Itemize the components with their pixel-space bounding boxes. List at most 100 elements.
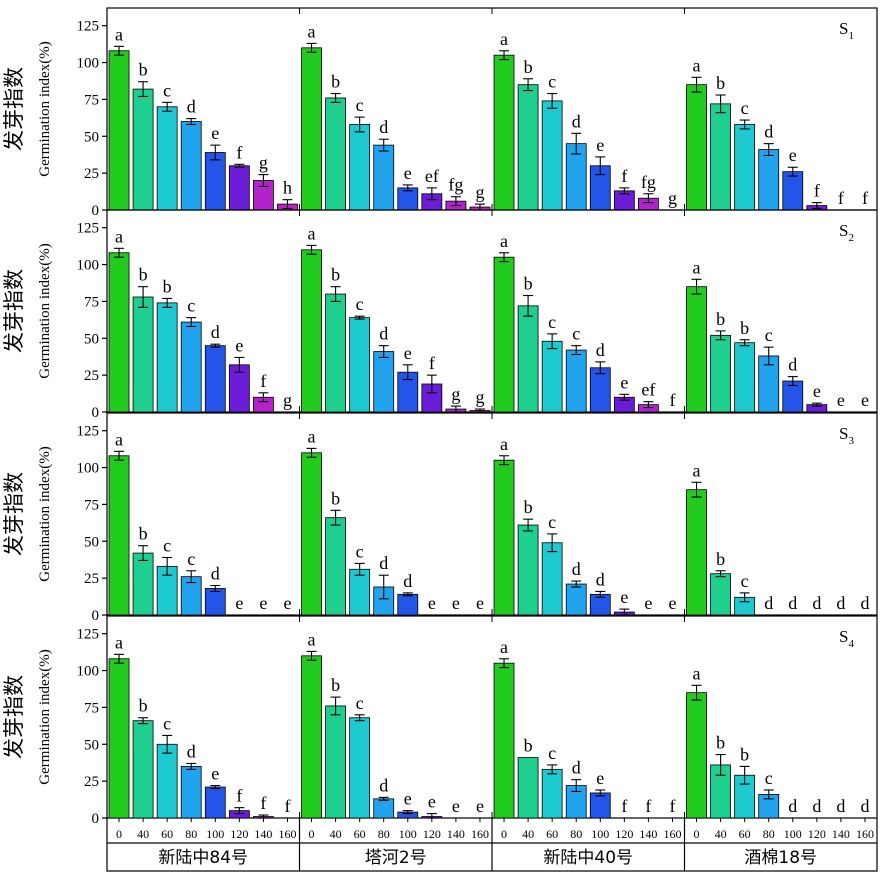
significance-letter: a: [500, 637, 508, 657]
bar-s1-1-80: [180, 121, 202, 211]
significance-letter: e: [452, 796, 460, 816]
x-tick-label: 80: [378, 827, 390, 841]
significance-letter: f: [814, 181, 820, 201]
significance-letter: c: [572, 324, 580, 344]
significance-letter: d: [379, 553, 388, 573]
significance-letter: b: [331, 72, 340, 92]
panel-label: S4: [839, 627, 854, 650]
significance-letter: e: [476, 593, 484, 613]
x-tick-label: 60: [161, 827, 173, 841]
y-tick-label: 0: [92, 203, 100, 219]
significance-letter: d: [596, 569, 605, 589]
y-tick-label: 125: [77, 424, 100, 440]
significance-letter: b: [163, 276, 172, 296]
y-tick-label: 100: [77, 461, 100, 477]
x-tick-label: 60: [354, 827, 366, 841]
bar-s3-2-40: [325, 517, 346, 616]
significance-letter: f: [621, 796, 627, 816]
significance-letter: e: [596, 768, 604, 788]
bar-s1-4-60: [734, 124, 756, 211]
y-axis-title-cn: 发芽指数: [2, 269, 26, 353]
bar-s2-1-0: [108, 252, 130, 413]
significance-letter: e: [620, 372, 628, 392]
bar-s4-1-0: [108, 658, 130, 819]
significance-letter: c: [548, 512, 556, 532]
significance-letter: e: [644, 593, 652, 613]
bar-s2-3-40: [517, 305, 539, 413]
significance-letter: g: [451, 384, 460, 404]
significance-letter: e: [283, 593, 291, 613]
significance-letter: a: [693, 257, 701, 277]
bar-s2-4-0: [686, 286, 707, 413]
significance-letter: d: [812, 593, 821, 613]
significance-letter: c: [765, 325, 773, 345]
bar-s4-2-60: [349, 717, 371, 819]
significance-letter: c: [163, 80, 171, 100]
significance-letter: fg: [641, 172, 656, 192]
x-tick-label: 40: [522, 827, 534, 841]
significance-letter: d: [187, 741, 196, 761]
bar-s2-1-40: [132, 296, 154, 413]
bar-s4-3-60: [541, 768, 563, 819]
significance-letter: b: [740, 744, 749, 764]
bar-s3-2-100: [397, 593, 419, 616]
significance-letter: e: [404, 163, 412, 183]
significance-letter: ef: [425, 166, 439, 186]
panel-label: S1: [839, 19, 854, 42]
x-tick-label: 0: [501, 827, 507, 841]
x-tick-label: 0: [309, 827, 315, 841]
x-tick-label: 160: [471, 827, 489, 841]
bar-s1-4-40: [710, 103, 731, 211]
bar-s2-2-40: [325, 293, 346, 413]
y-axis-title-cn: 发芽指数: [2, 675, 26, 759]
x-tick-label: 0: [694, 827, 700, 841]
bar-s1-2-60: [349, 124, 371, 211]
bar-s3-4-40: [710, 573, 731, 616]
y-tick-label: 75: [84, 700, 99, 716]
significance-letter: d: [379, 117, 388, 137]
significance-letter: d: [860, 593, 869, 613]
significance-letter: b: [740, 318, 749, 338]
significance-letter: g: [668, 188, 677, 208]
significance-letter: c: [548, 72, 556, 92]
significance-letter: e: [211, 764, 219, 784]
bar-s4-1-60: [156, 743, 178, 819]
significance-letter: b: [331, 675, 340, 695]
significance-letter: b: [331, 488, 340, 508]
bar-s2-3-60: [541, 340, 563, 413]
significance-letter: e: [428, 593, 436, 613]
variety-label: 酒棉18号: [744, 848, 817, 868]
panel-s2: 0 25 50 75 100 125 发芽指数 Germination index(%) S2 a…: [2, 209, 878, 421]
significance-letter: d: [764, 593, 773, 613]
y-tick-label: 25: [84, 774, 99, 790]
bar-s4-3-0: [493, 662, 515, 819]
bar-s2-3-0: [493, 256, 515, 413]
significance-letter: ef: [641, 380, 655, 400]
bar-s2-2-80: [373, 351, 395, 413]
significance-letter: a: [115, 24, 123, 44]
significance-letter: c: [163, 713, 171, 733]
significance-letter: a: [693, 663, 701, 683]
y-axis-title-en: Germination index(%): [37, 446, 53, 581]
significance-letter: d: [572, 758, 581, 778]
bar-s1-1-40: [132, 88, 154, 211]
significance-letter: d: [403, 571, 412, 591]
significance-letter: b: [331, 265, 340, 285]
y-tick-label: 125: [77, 221, 100, 237]
significance-letter: e: [861, 390, 869, 410]
bar-s1-3-0: [493, 54, 515, 211]
y-tick-label: 25: [84, 368, 99, 384]
significance-letter: a: [308, 21, 316, 41]
significance-letter: c: [741, 98, 749, 118]
x-tick-label: 160: [856, 827, 874, 841]
panel-label: S2: [839, 221, 854, 244]
significance-letter: b: [716, 73, 725, 93]
significance-letter: a: [115, 632, 123, 652]
significance-letter: d: [836, 593, 845, 613]
bar-s1-2-40: [325, 97, 346, 211]
x-tick-label: 80: [185, 827, 197, 841]
significance-letter: e: [596, 135, 604, 155]
variety-label: 塔河2号: [365, 848, 427, 868]
bar-s4-1-80: [180, 765, 202, 819]
